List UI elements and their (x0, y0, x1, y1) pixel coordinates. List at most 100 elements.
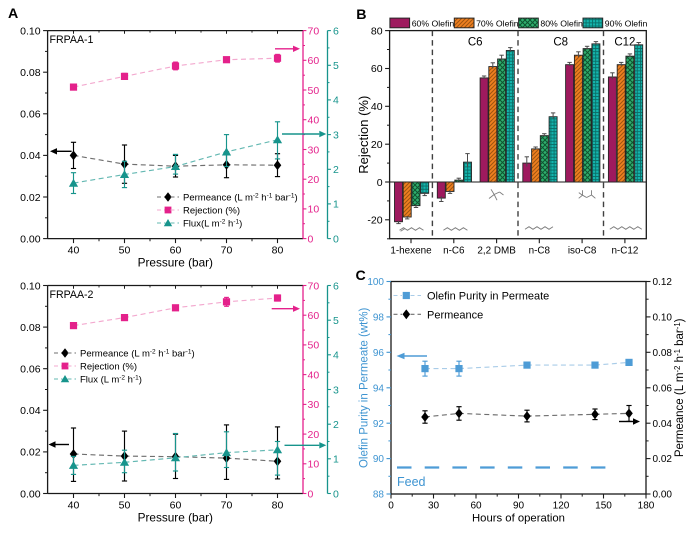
svg-text:Rejection (%): Rejection (%) (356, 96, 371, 174)
svg-text:n-C12: n-C12 (611, 246, 638, 257)
svg-text:0.00: 0.00 (653, 490, 673, 501)
svg-text:70: 70 (221, 500, 233, 512)
svg-text:70: 70 (308, 25, 320, 37)
svg-text:C6: C6 (468, 37, 483, 49)
svg-text:40: 40 (68, 500, 80, 512)
svg-text:0.06: 0.06 (20, 109, 41, 121)
svg-text:0: 0 (308, 233, 314, 245)
svg-text:0: 0 (388, 500, 394, 511)
svg-text:6: 6 (333, 25, 339, 37)
svg-text:C12: C12 (614, 37, 635, 49)
svg-text:60: 60 (308, 310, 320, 322)
svg-text:0.12: 0.12 (653, 277, 673, 288)
svg-text:20: 20 (308, 174, 320, 186)
svg-text:60: 60 (170, 245, 182, 257)
svg-text:30: 30 (308, 144, 320, 156)
svg-text:40: 40 (308, 115, 320, 127)
svg-text:FRPAA-1: FRPAA-1 (50, 34, 94, 46)
svg-text:40: 40 (68, 245, 80, 257)
svg-text:5: 5 (333, 60, 339, 72)
svg-text:1: 1 (333, 199, 339, 211)
svg-text:Rejection (%): Rejection (%) (183, 206, 240, 217)
svg-text:90: 90 (513, 500, 525, 511)
svg-text:Permeance (L m-2 h-1 bar-1): Permeance (L m-2 h-1 bar-1) (183, 193, 298, 204)
svg-text:80: 80 (371, 25, 383, 37)
svg-text:Hours of operation: Hours of operation (472, 513, 565, 525)
svg-text:40: 40 (308, 369, 320, 381)
svg-text:50: 50 (308, 340, 320, 352)
svg-text:0: 0 (333, 488, 339, 500)
svg-text:0.08: 0.08 (20, 67, 41, 79)
svg-text:60: 60 (371, 63, 383, 75)
svg-text:92: 92 (373, 419, 385, 430)
svg-text:Pressure (bar): Pressure (bar) (138, 256, 213, 270)
svg-text:30: 30 (308, 399, 320, 411)
svg-text:0.02: 0.02 (653, 454, 673, 465)
svg-text:4: 4 (333, 350, 339, 362)
svg-text:0.02: 0.02 (20, 192, 41, 204)
svg-text:20: 20 (308, 429, 320, 441)
svg-text:3: 3 (333, 129, 339, 141)
svg-text:n-C8: n-C8 (529, 246, 551, 257)
svg-text:88: 88 (373, 490, 385, 501)
svg-text:B: B (356, 7, 366, 23)
svg-text:30: 30 (428, 500, 440, 511)
svg-text:0.08: 0.08 (20, 322, 41, 334)
svg-text:Flux(L m-2 h-1): Flux(L m-2 h-1) (183, 219, 242, 230)
svg-text:120: 120 (553, 500, 570, 511)
svg-text:70: 70 (308, 280, 320, 292)
svg-text:50: 50 (119, 245, 131, 257)
svg-text:80: 80 (272, 500, 284, 512)
svg-text:50: 50 (119, 500, 131, 512)
svg-text:0.10: 0.10 (20, 280, 41, 292)
svg-text:0: 0 (308, 488, 314, 500)
svg-text:0.04: 0.04 (20, 150, 41, 162)
svg-text:40: 40 (371, 101, 383, 113)
svg-text:180: 180 (638, 500, 655, 511)
svg-text:Flux (L m-2 h-1): Flux (L m-2 h-1) (80, 375, 142, 386)
svg-text:0.06: 0.06 (20, 364, 41, 376)
svg-text:C: C (356, 268, 366, 284)
svg-text:94: 94 (373, 383, 385, 394)
svg-text:0.02: 0.02 (20, 447, 41, 459)
svg-text:1: 1 (333, 454, 339, 466)
svg-text:Permeance (L m-2 h-1 bar-1): Permeance (L m-2 h-1 bar-1) (80, 349, 195, 360)
svg-text:-20: -20 (367, 215, 382, 227)
svg-text:80: 80 (272, 245, 284, 257)
svg-text:C8: C8 (553, 37, 568, 49)
svg-text:20: 20 (371, 139, 383, 151)
svg-text:Rejection (%): Rejection (%) (80, 362, 137, 373)
svg-text:10: 10 (308, 459, 320, 471)
svg-text:0.00: 0.00 (20, 488, 41, 500)
svg-text:A: A (8, 6, 18, 22)
svg-text:0.04: 0.04 (20, 405, 41, 417)
svg-text:80% Olefin: 80% Olefin (540, 19, 583, 29)
svg-text:60: 60 (170, 500, 182, 512)
svg-text:0.08: 0.08 (653, 348, 673, 359)
svg-text:0.10: 0.10 (653, 313, 673, 324)
svg-text:n-C6: n-C6 (443, 246, 465, 257)
svg-text:0: 0 (377, 177, 383, 189)
svg-text:Olefin Purity in Permeate (wt%: Olefin Purity in Permeate (wt%) (359, 307, 371, 468)
svg-text:60% Olefin: 60% Olefin (412, 19, 455, 29)
svg-text:Pressure (bar): Pressure (bar) (138, 511, 213, 525)
svg-text:0.04: 0.04 (653, 419, 673, 430)
svg-text:60: 60 (470, 500, 482, 511)
svg-text:50: 50 (308, 85, 320, 97)
svg-text:Permeance: Permeance (427, 309, 483, 321)
svg-text:150: 150 (595, 500, 612, 511)
svg-text:3: 3 (333, 384, 339, 396)
svg-text:70: 70 (221, 245, 233, 257)
svg-text:0.10: 0.10 (20, 25, 41, 37)
svg-text:1-hexene: 1-hexene (390, 246, 432, 257)
svg-text:6: 6 (333, 280, 339, 292)
svg-text:60: 60 (308, 55, 320, 67)
svg-text:2: 2 (333, 164, 339, 176)
svg-text:FRPAA-2: FRPAA-2 (50, 289, 94, 301)
svg-text:70% Olefin: 70% Olefin (476, 19, 519, 29)
svg-text:5: 5 (333, 315, 339, 327)
svg-text:10: 10 (308, 204, 320, 216)
svg-text:0: 0 (333, 233, 339, 245)
svg-text:iso-C8: iso-C8 (568, 246, 597, 257)
svg-text:2: 2 (333, 419, 339, 431)
